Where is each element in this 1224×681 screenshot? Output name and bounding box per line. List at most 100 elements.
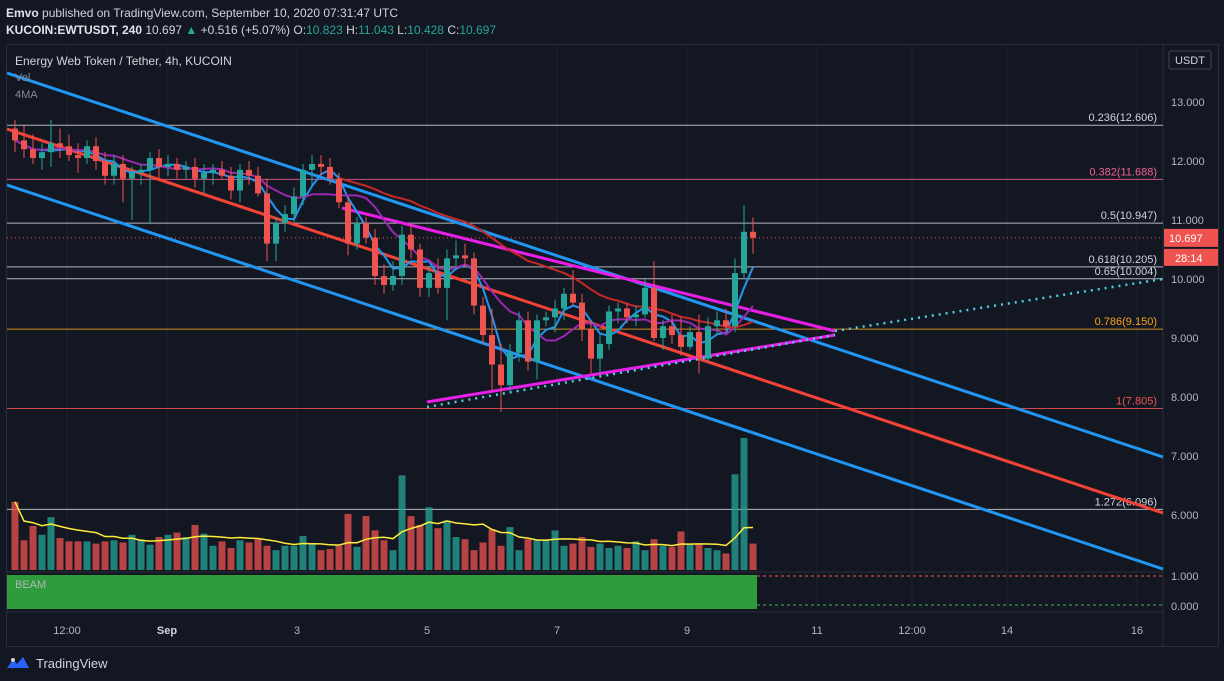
chart-area[interactable]: 0.236(12.606) 0.382(11.688) 0.5(10.947) 0.6… xyxy=(6,44,1219,647)
candle-body xyxy=(408,234,414,250)
candle-body xyxy=(507,352,513,386)
ohlc-line: KUCOIN:EWTUSDT, 240 10.697 ▲ +0.516 (+5.… xyxy=(6,23,496,37)
tradingview-footer[interactable]: TradingView xyxy=(6,652,108,674)
candle-body xyxy=(309,163,315,170)
publisher-name[interactable]: Emvo xyxy=(6,6,39,20)
volume-bar xyxy=(461,539,469,570)
volume-bar xyxy=(380,540,388,570)
volume-bar xyxy=(596,543,604,570)
low-label: L: xyxy=(397,23,408,37)
candle-body xyxy=(93,146,99,161)
candle-body xyxy=(336,178,342,203)
volume-bar xyxy=(695,544,703,570)
time-tick-label: 12:00 xyxy=(898,625,926,637)
volume-bar xyxy=(650,539,658,570)
time-tick-label: 7 xyxy=(554,625,560,637)
time-tick-label: 5 xyxy=(424,625,430,637)
volume-bar xyxy=(83,541,91,570)
tradingview-brand: TradingView xyxy=(36,655,108,671)
candle-body xyxy=(30,149,36,159)
candle-body xyxy=(255,175,261,194)
volume-bar xyxy=(686,544,694,570)
volume-bar xyxy=(659,545,667,570)
candle-body xyxy=(705,326,711,359)
volume-bar xyxy=(164,534,172,570)
volume-bar xyxy=(506,527,514,570)
candle-body xyxy=(291,196,297,215)
candle-body xyxy=(399,234,405,277)
fib-level-label: 0.5(10.947) xyxy=(1101,210,1157,222)
volume-bar xyxy=(569,543,577,570)
candle-body xyxy=(345,202,351,244)
currency-label: USDT xyxy=(1175,55,1205,67)
volume-bar xyxy=(353,546,361,570)
volume-bar xyxy=(218,541,226,570)
volume-bar xyxy=(416,524,424,570)
volume-bar xyxy=(173,532,181,570)
open-value: 10.823 xyxy=(306,23,343,37)
last-price-tag xyxy=(1164,228,1218,247)
candle-body xyxy=(642,287,648,315)
candle-body xyxy=(669,326,675,336)
volume-bar xyxy=(632,541,640,570)
volume-bar xyxy=(560,545,568,570)
volume-bar xyxy=(398,475,406,570)
ma-slow-line xyxy=(338,176,754,329)
candle-body xyxy=(462,255,468,259)
volume-bar xyxy=(515,550,523,570)
volume-bar xyxy=(56,538,64,570)
high-value: 11.043 xyxy=(358,23,394,37)
candle-body xyxy=(516,320,522,353)
volume-bar xyxy=(191,524,199,570)
time-tick-label: 16 xyxy=(1131,625,1143,637)
candle-body xyxy=(534,320,540,362)
price-tick-label: 9.000 xyxy=(1171,333,1199,345)
volume-bar xyxy=(605,548,613,570)
close-value: 10.697 xyxy=(459,23,497,37)
candle-body xyxy=(210,169,216,173)
symbol-label: KUCOIN:EWTUSDT, 240 xyxy=(6,23,143,37)
candle-body xyxy=(750,231,756,238)
volume-bar xyxy=(209,545,217,570)
price-axis-bg xyxy=(1164,45,1218,646)
volume-bar xyxy=(299,535,307,570)
candle-body xyxy=(687,332,693,347)
volume-ma-line xyxy=(14,501,754,547)
low-value: 10.428 xyxy=(407,23,444,37)
countdown-tag-text: 28:14 xyxy=(1175,253,1203,265)
candle-body xyxy=(552,308,558,318)
publish-info: published on TradingView.com, September … xyxy=(42,6,399,20)
price-tick-label: 11.000 xyxy=(1171,215,1204,227)
volume-bar xyxy=(74,541,82,570)
volume-bar xyxy=(479,542,487,570)
volume-bar xyxy=(137,539,145,570)
volume-bar xyxy=(272,550,280,570)
volume-bar xyxy=(11,501,19,570)
candle-body xyxy=(318,163,324,167)
chart-header: Emvo published on TradingView.com, Septe… xyxy=(0,0,1224,40)
price-change: +0.516 (+5.07%) xyxy=(200,23,291,37)
volume-bar xyxy=(20,540,28,570)
price-tick-label: 6.000 xyxy=(1171,510,1199,522)
volume-bar xyxy=(227,548,235,570)
volume-bar xyxy=(425,507,433,570)
candle-body xyxy=(543,317,549,321)
currency-button xyxy=(1168,50,1212,70)
candle-body xyxy=(471,258,477,306)
price-tick-label: 12.000 xyxy=(1171,156,1205,168)
volume-bar xyxy=(92,543,100,570)
volume-bar xyxy=(524,539,532,570)
price-tick-label: 10.000 xyxy=(1171,274,1205,286)
volume-bar xyxy=(713,550,721,570)
candle-body xyxy=(741,231,747,274)
fib-level-label: 0.382(11.688) xyxy=(1089,166,1157,178)
channel-upper-line xyxy=(6,71,1164,459)
volume-bar xyxy=(407,516,415,570)
price-chart-svg[interactable]: 0.236(12.606) 0.382(11.688) 0.5(10.947) 0.6… xyxy=(6,45,1218,646)
volume-bar xyxy=(749,543,757,570)
ma-mid-line xyxy=(14,139,754,342)
candle-body xyxy=(237,169,243,191)
candle-body xyxy=(723,320,729,327)
time-tick-label: 11 xyxy=(811,625,822,637)
candle-body xyxy=(327,166,333,179)
